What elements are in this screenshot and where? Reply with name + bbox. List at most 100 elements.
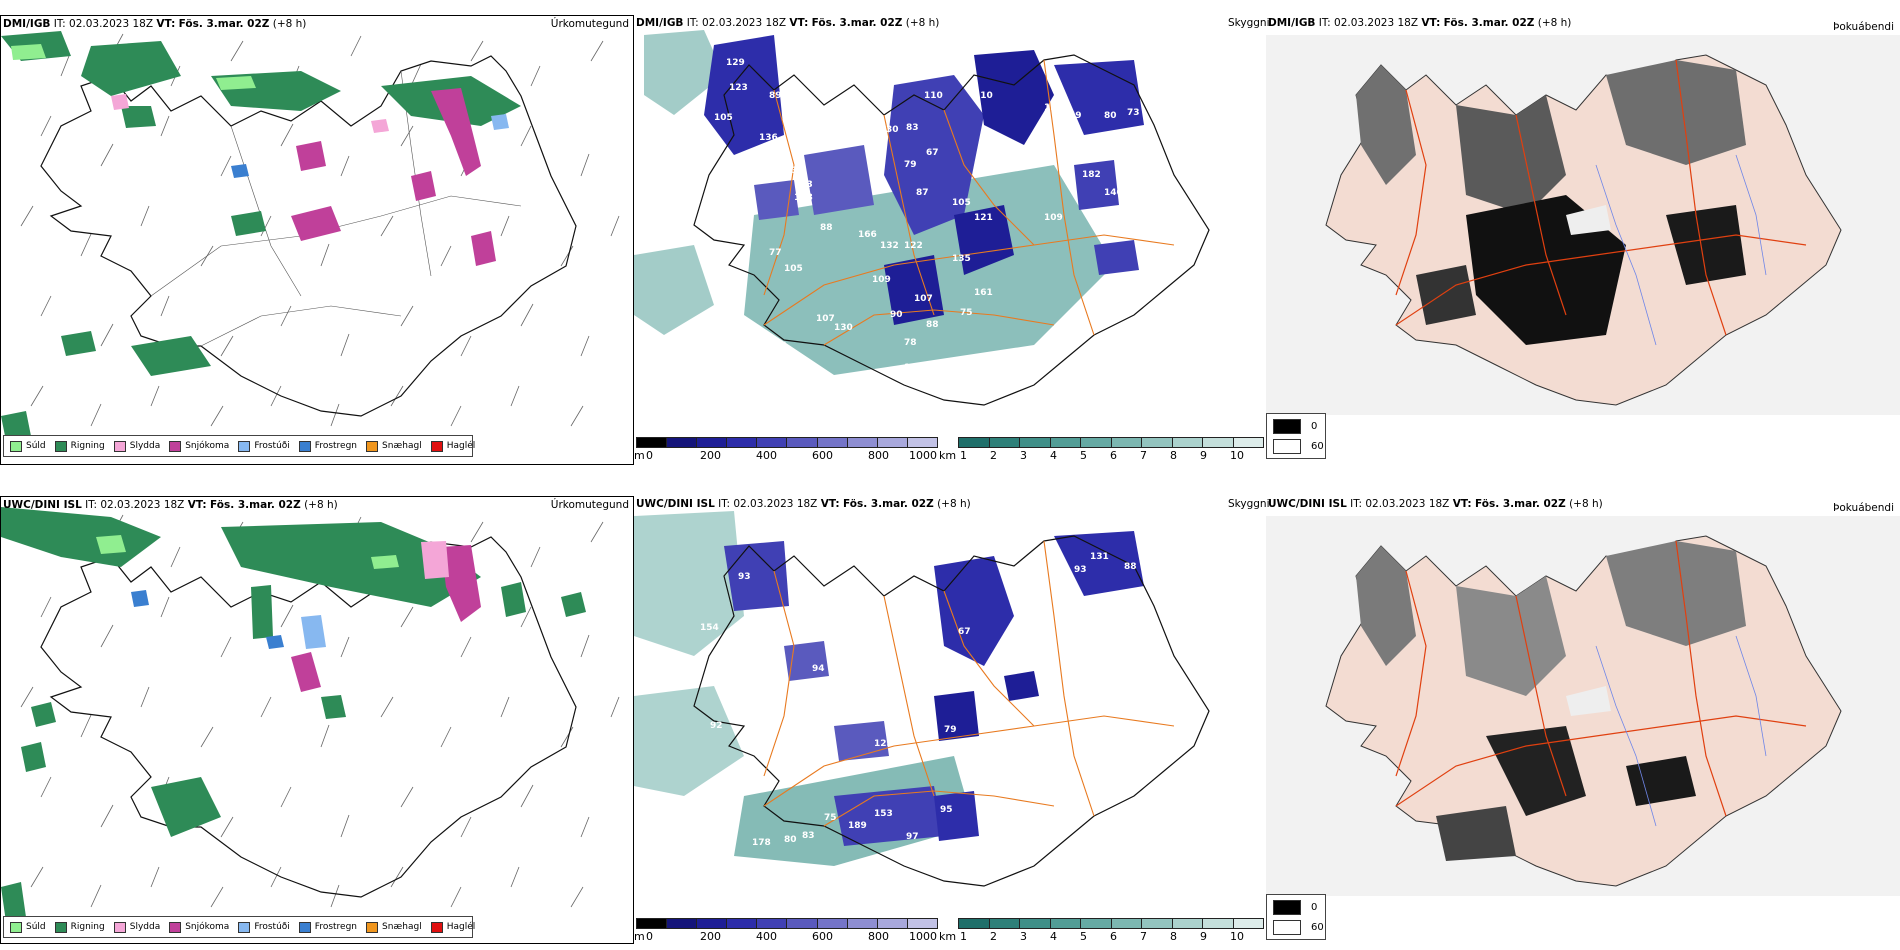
precip-type-panel-dmi: DMI/IGB IT: 02.03.2023 18Z VT: Fös. 3.ma…	[0, 15, 634, 465]
colorbar-bin	[667, 438, 697, 447]
visibility-label: 178	[752, 838, 771, 848]
legend-item: Rigning	[55, 922, 105, 933]
colorbar-bin	[757, 919, 787, 928]
legend-item: Snæhagl	[366, 922, 422, 933]
legend-swatch	[10, 441, 22, 452]
panel-header: UWC/DINI ISL IT: 02.03.2023 18Z VT: Fös.…	[636, 498, 971, 510]
colorbar-bin	[1081, 919, 1112, 928]
colorbar-tick: 0	[646, 449, 653, 462]
colorbar-bin	[1234, 919, 1264, 928]
legend-swatch	[431, 441, 443, 452]
colorbar-bin	[818, 919, 848, 928]
colorbar-bin	[1173, 438, 1204, 447]
visibility-label: 86	[794, 615, 807, 625]
panel-header: DMI/IGB IT: 02.03.2023 18Z VT: Fös. 3.ma…	[1268, 17, 1571, 29]
visibility-label: 139	[902, 847, 921, 857]
visibility-label: 78	[904, 338, 917, 348]
visibility-label: 154	[700, 623, 719, 633]
visibility-label: 130	[834, 323, 853, 333]
visibility-label: 136	[759, 133, 778, 143]
visibility-label: 67	[958, 627, 971, 637]
legend-swatch	[114, 441, 126, 452]
visibility-label: 109	[1044, 213, 1063, 223]
colorbar-bin	[1051, 919, 1082, 928]
colorbar-bin	[637, 438, 667, 447]
colorbar-bin	[787, 919, 817, 928]
colorbar-bin	[878, 438, 908, 447]
visibility-map: 93 86 154 131 93 88 95 141 67 71 79 125 …	[634, 496, 1264, 916]
legend-item: 60	[1273, 439, 1324, 454]
colorbar-tick: 800	[868, 449, 889, 462]
fog-legend: 0 60	[1266, 894, 1326, 940]
colorbar-tick: 4	[1050, 930, 1057, 943]
colorbar-tick: 6	[1110, 930, 1117, 943]
colorbar-unit: km	[939, 449, 956, 462]
visibility-label: 105	[952, 198, 971, 208]
colorbar-bin	[908, 919, 937, 928]
visibility-label: 83	[802, 831, 815, 841]
colorbar-bin	[637, 919, 667, 928]
visibility-label: 161	[974, 288, 993, 298]
visibility-colorbar: m 0 200 400 600 800 1000 km 1 2 3 4 5 6 …	[634, 918, 1264, 946]
visibility-label: 122	[904, 241, 923, 251]
fog-panel-uwc: UWC/DINI ISL IT: 02.03.2023 18Z VT: Fös.…	[1266, 496, 1900, 946]
colorbar-tick: 600	[812, 449, 833, 462]
legend-item: 0	[1273, 419, 1317, 434]
visibility-label: 135	[952, 254, 971, 264]
visibility-label: 95	[940, 805, 953, 815]
visibility-label: 75	[960, 308, 973, 318]
colorbar-tick: 4	[1050, 449, 1057, 462]
colorbar-tick: 1	[960, 930, 967, 943]
legend-swatch	[55, 922, 67, 933]
colorbar-tick: 7	[1140, 449, 1147, 462]
visibility-label: 107	[914, 294, 933, 304]
visibility-label: 140	[1104, 188, 1123, 198]
precip-legend: Súld Rigning Slydda Snjókoma Frostúði Fr…	[3, 916, 473, 938]
panel-title: Úrkomutegund	[551, 499, 629, 511]
colorbar-bin	[878, 919, 908, 928]
panel-title: Úrkomutegund	[551, 18, 629, 30]
visibility-label: 76	[904, 754, 917, 764]
iceland-coastline	[41, 537, 576, 897]
legend-swatch	[114, 922, 126, 933]
legend-swatch	[55, 441, 67, 452]
colorbar-bin	[757, 438, 787, 447]
legend-swatch	[169, 441, 181, 452]
panel-title: Skyggni	[1228, 498, 1270, 510]
legend-item: Rigning	[55, 441, 105, 452]
visibility-label: 121	[974, 213, 993, 223]
colorbar-bin	[1051, 438, 1082, 447]
precip-type-panel-uwc: UWC/DINI ISL IT: 02.03.2023 18Z VT: Fös.…	[0, 496, 634, 944]
colorbar-bin	[959, 438, 990, 447]
colorbar-tick: 3	[1020, 449, 1027, 462]
colorbar-tick: 600	[812, 930, 833, 943]
colorbar-bin	[1234, 438, 1264, 447]
visibility-label: 79	[944, 725, 957, 735]
visibility-label: 133	[779, 166, 798, 176]
legend-item: Slydda	[114, 441, 160, 452]
visibility-label: 88	[926, 320, 939, 330]
visibility-colorbar: m 0 200 400 600 800 1000 km 1 2 3 4 5 6 …	[634, 437, 1264, 465]
colorbar-tick: 9	[1200, 449, 1207, 462]
colorbar-tick: 10	[1230, 449, 1244, 462]
colorbar-tick: 800	[868, 930, 889, 943]
colorbar-tick: 1000	[909, 449, 937, 462]
visibility-label: 71	[1044, 677, 1057, 687]
visibility-label: 129	[726, 58, 745, 68]
visibility-fields	[634, 30, 1144, 375]
legend-item: 60	[1273, 920, 1324, 935]
legend-item: Snæhagl	[366, 441, 422, 452]
fog-legend: 0 60	[1266, 413, 1326, 459]
visibility-label: 83	[906, 123, 919, 133]
colorbar-unit: km	[939, 930, 956, 943]
colorbar-bin	[1020, 438, 1051, 447]
visibility-label: 30	[886, 125, 899, 135]
colorbar-bin	[1112, 438, 1143, 447]
visibility-label: 59	[1069, 111, 1082, 121]
visibility-label: 110	[924, 91, 943, 101]
colorbar-tick: 9	[1200, 930, 1207, 943]
visibility-label: 153	[874, 809, 893, 819]
visibility-label: 86	[924, 861, 937, 871]
visibility-label: 89	[769, 91, 782, 101]
visibility-label: 92	[710, 721, 723, 731]
